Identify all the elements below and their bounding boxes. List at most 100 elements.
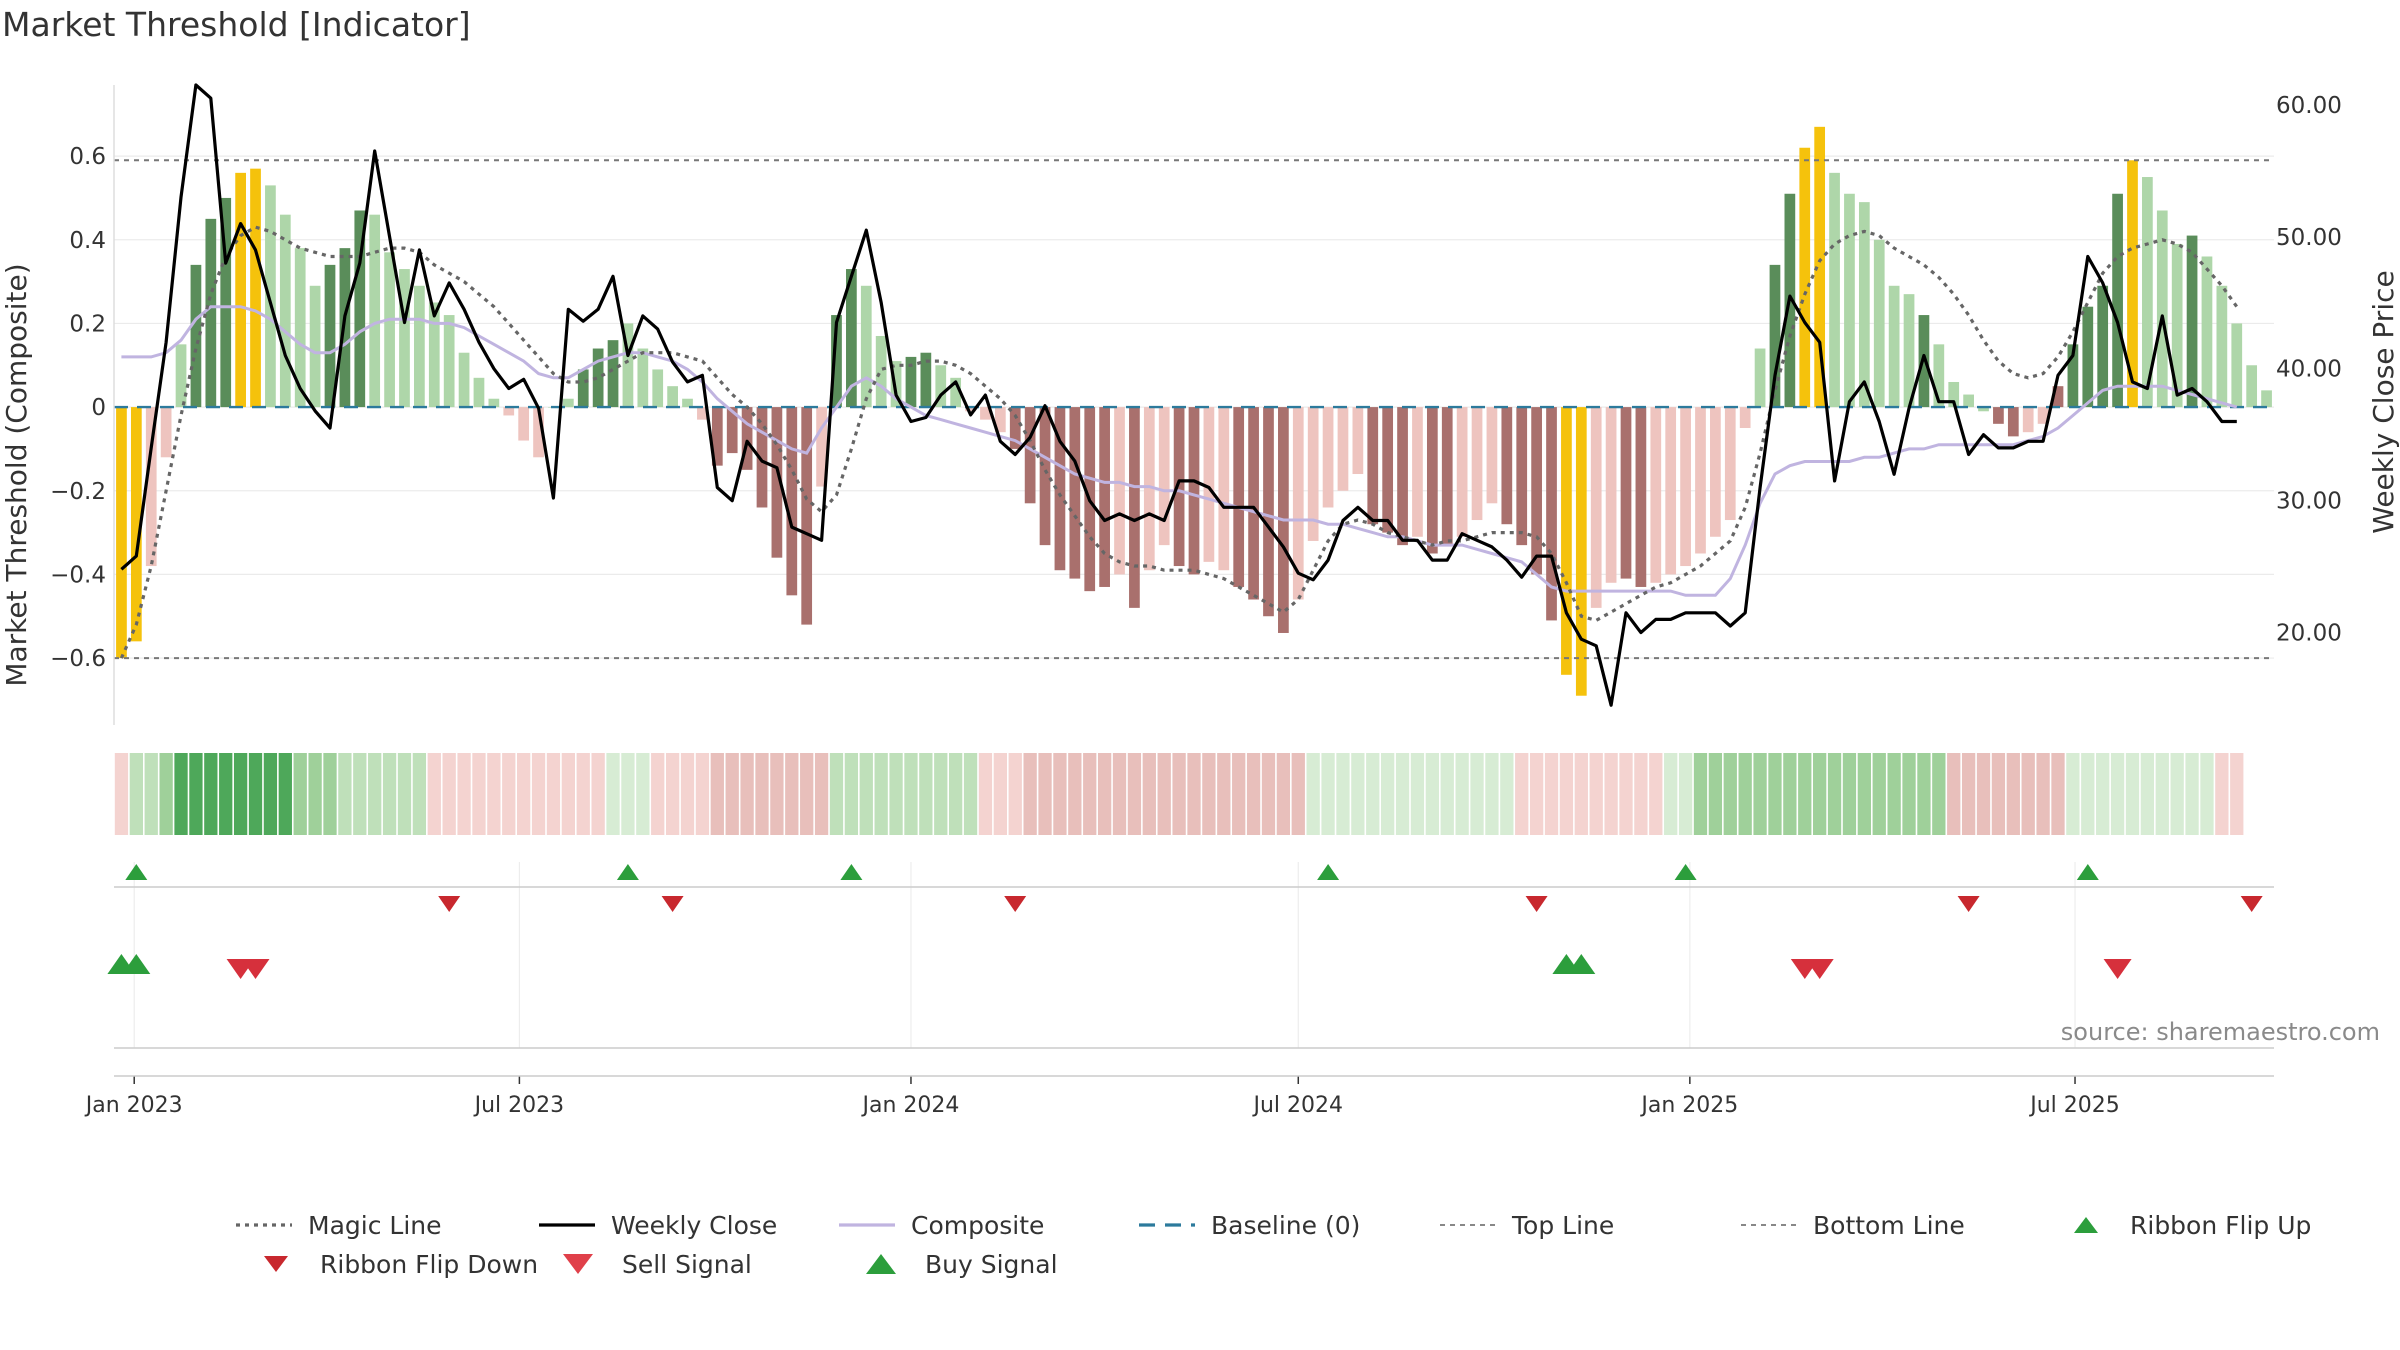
composite-bar [2216,285,2228,408]
composite-bar [2022,407,2034,433]
ribbon-cell [1768,753,1782,835]
buy-signal-marker [1567,954,1596,974]
composite-bar [1397,407,1408,546]
magic-line [119,225,2239,659]
ribbon-cell [308,753,322,835]
ribbon-cell [1366,753,1380,835]
composite-bar [771,407,783,558]
ribbon-cell [1738,753,1752,835]
ribbon-cell [219,753,233,835]
ribbon-cell [382,753,397,835]
composite-bar [1665,407,1677,575]
ribbon-cell [1217,753,1231,835]
composite-bar [607,340,619,408]
composite-bar [1367,407,1379,525]
composite-bar [1739,407,1751,429]
ribbon-cell [1902,753,1916,835]
composite-bar [1948,381,1960,408]
composite-bar [801,407,813,625]
sell-signal-marker [241,959,270,979]
ribbon-flip-down-marker [438,896,461,912]
composite-bar [1114,407,1125,575]
ribbon-cell [1872,753,1886,835]
ribbon-cell [1529,753,1544,835]
ribbon-cell [2051,753,2065,835]
ribbon-cell [204,753,218,835]
y-tick-label: 0 [91,395,106,421]
composite-bar [965,407,976,412]
composite-bar [860,285,872,408]
composite-bar [1441,407,1453,546]
composite-bar [1129,407,1140,608]
x-tick-label: Jul 2025 [2028,1093,2120,1118]
y2-tick-label: 50.00 [2276,225,2342,251]
ribbon-cell [189,753,203,835]
composite-bar [369,214,381,408]
ribbon-cell [770,753,784,835]
ribbon-cell [1917,753,1931,835]
ribbon-cell [2170,753,2184,835]
legend-marker-sample [2074,1217,2098,1233]
ribbon-flip-up-marker [616,864,639,880]
composite-bar [1531,407,1542,575]
ribbon-cell [174,753,188,835]
legend-item: Ribbon Flip Down [264,1250,538,1279]
legend-item: Baseline (0) [1139,1211,1360,1240]
composite-bar [1873,239,1885,408]
y2-tick-label: 60.00 [2276,93,2342,119]
ribbon-cell [144,753,158,835]
sell-signal-marker [2103,959,2132,979]
composite-bar [279,214,291,408]
composite-bar [220,197,232,408]
ribbon-cell [114,753,129,835]
composite-bar [2186,235,2198,408]
composite-bar [488,398,500,408]
composite-bar [950,377,962,408]
composite-bar [1978,407,1989,412]
ribbon-cell [1038,753,1052,835]
ribbon-flip-down-marker [2240,896,2263,912]
ribbon-cell [859,753,873,835]
grid [114,155,2274,1048]
ribbon-cell [233,753,248,835]
y-tick-label: −0.4 [50,562,106,588]
ribbon-cell [1425,753,1439,835]
ribbon-cell [368,753,382,835]
composite-bar [1248,407,1259,600]
ribbon-cell [1112,753,1127,835]
composite-bar [1516,407,1528,546]
composite-bar [905,356,917,408]
ribbon-cell [1798,753,1812,835]
ribbon-cell [1455,753,1469,835]
y2-tick-label: 40.00 [2276,357,2342,383]
composite-bar [1158,407,1170,546]
ribbon-cell [1604,753,1618,835]
composite-bar [2231,323,2243,408]
ribbon-cell [1381,753,1395,835]
legend-label: Ribbon Flip Down [320,1250,538,1279]
ribbon-cell [1813,753,1827,835]
ribbon-flip-down-marker [1525,896,1548,912]
composite-bar [2142,177,2153,408]
ribbon-strip [114,753,2244,835]
composite-bar [890,361,902,408]
composite-bar [1635,407,1647,587]
composite-bar [324,264,336,408]
ribbon-cell [636,753,650,835]
composite-bar [1173,407,1185,567]
composite-bar [205,218,217,408]
ribbon-cell [502,753,516,835]
ribbon-cell [934,753,948,835]
composite-bar [2097,285,2109,408]
composite-bar [473,377,485,408]
ribbon-cell [531,753,546,835]
composite-bar [1605,407,1617,583]
ribbon-cell [129,753,143,835]
ribbon-cell [412,753,427,835]
ribbon-cell [1708,753,1723,835]
composite-bar [1829,172,1840,408]
ribbon-cell [606,753,620,835]
composite-bars [116,126,2272,696]
legend-label: Magic Line [308,1211,442,1240]
composite-bar [1233,407,1245,587]
